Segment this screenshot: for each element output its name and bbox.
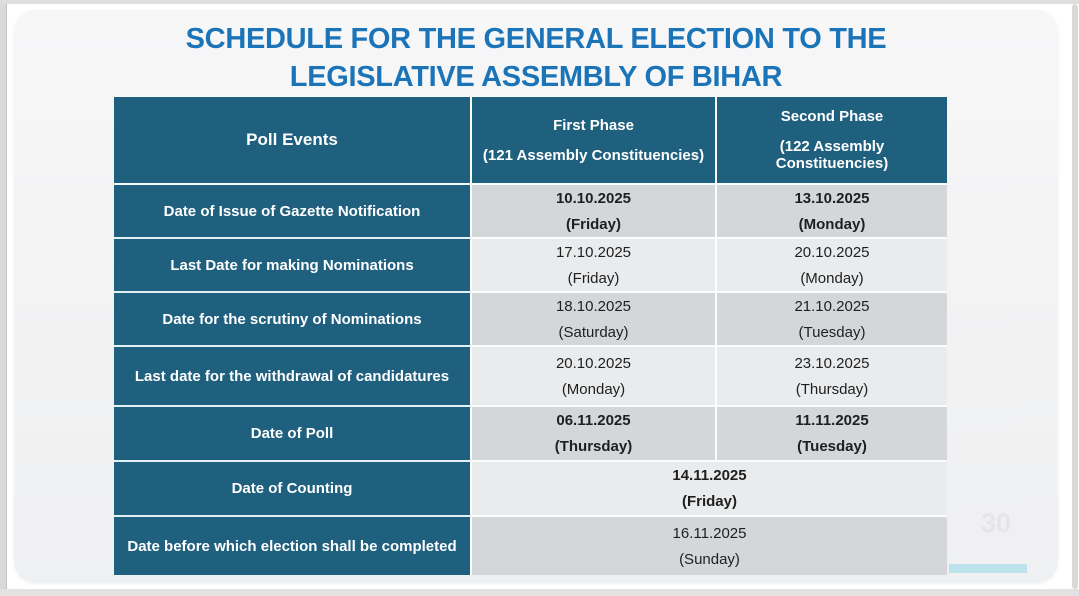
day-value: (Saturday) xyxy=(558,323,629,341)
day-value: (Monday) xyxy=(800,269,864,287)
date-value: 11.11.2025 xyxy=(795,412,869,429)
header-first-phase-title: First Phase xyxy=(553,116,634,134)
election-schedule-table: Poll Events First Phase (121 Assembly Co… xyxy=(114,97,947,575)
row-event-label: Date of Issue of Gazette Notification xyxy=(114,185,472,239)
row-combined-date: 16.11.2025 (Sunday) xyxy=(472,517,947,575)
day-value: (Friday) xyxy=(681,493,737,510)
header-second-phase: Second Phase (122 Assembly Constituencie… xyxy=(717,97,947,185)
day-value: (Thursday) xyxy=(554,438,633,455)
day-value: (Monday) xyxy=(798,215,866,233)
date-value: 13.10.2025 xyxy=(794,189,870,207)
day-value: (Friday) xyxy=(567,269,620,287)
vertical-scrollbar[interactable] xyxy=(1072,4,1078,589)
date-value: 21.10.2025 xyxy=(794,297,870,315)
row-event-label: Last Date for making Nominations xyxy=(114,239,472,293)
row-phase2-date: 13.10.2025 (Monday) xyxy=(717,185,947,239)
date-value: 14.11.2025 xyxy=(672,467,747,484)
date-value: 17.10.2025 xyxy=(555,243,632,261)
presentation-slide: SCHEDULE FOR THE GENERAL ELECTION TO THE… xyxy=(14,10,1058,583)
row-phase2-date: 11.11.2025 (Tuesday) xyxy=(717,407,947,462)
row-phase2-date: 23.10.2025 (Thursday) xyxy=(717,347,947,407)
date-value: 16.11.2025 xyxy=(672,524,747,542)
row-phase2-date: 20.10.2025 (Monday) xyxy=(717,239,947,293)
slide-title-line2: LEGISLATIVE ASSEMBLY OF BIHAR xyxy=(289,61,783,93)
row-phase1-date: 06.11.2025 (Thursday) xyxy=(472,407,717,462)
header-poll-events: Poll Events xyxy=(114,97,472,185)
date-value: 18.10.2025 xyxy=(555,297,632,315)
window-bottom-edge xyxy=(0,589,1079,596)
slide-page-number: 30 xyxy=(980,508,1012,538)
window-left-edge xyxy=(0,0,7,596)
row-event-label: Date for the scrutiny of Nominations xyxy=(114,293,472,347)
slide-title: SCHEDULE FOR THE GENERAL ELECTION TO THE… xyxy=(14,20,1058,96)
row-event-label: Date before which election shall be comp… xyxy=(114,517,472,575)
row-phase2-date: 21.10.2025 (Tuesday) xyxy=(717,293,947,347)
day-value: (Monday) xyxy=(561,380,626,398)
cyan-accent-bar xyxy=(949,564,1027,573)
row-combined-date: 14.11.2025 (Friday) xyxy=(472,462,947,517)
date-value: 20.10.2025 xyxy=(794,243,870,261)
row-phase1-date: 10.10.2025 (Friday) xyxy=(472,185,717,239)
date-value: 06.11.2025 xyxy=(556,412,631,429)
row-event-label: Date of Poll xyxy=(114,407,472,462)
date-value: 20.10.2025 xyxy=(555,354,632,372)
day-value: (Tuesday) xyxy=(797,438,867,455)
header-first-phase: First Phase (121 Assembly Constituencies… xyxy=(472,97,717,185)
header-poll-events-label: Poll Events xyxy=(246,130,338,149)
day-value: (Friday) xyxy=(565,215,621,233)
row-event-label: Last date for the withdrawal of candidat… xyxy=(114,347,472,407)
row-event-label: Date of Counting xyxy=(114,462,472,517)
day-value: (Sunday) xyxy=(679,550,740,568)
slide-title-line1: SCHEDULE FOR THE GENERAL ELECTION TO THE xyxy=(185,23,887,55)
day-value: (Thursday) xyxy=(795,380,869,398)
row-phase1-date: 20.10.2025 (Monday) xyxy=(472,347,717,407)
window-top-edge xyxy=(0,0,1079,4)
date-value: 23.10.2025 xyxy=(794,354,870,372)
row-phase1-date: 17.10.2025 (Friday) xyxy=(472,239,717,293)
day-value: (Tuesday) xyxy=(798,323,866,341)
header-first-phase-subtitle: (121 Assembly Constituencies) xyxy=(482,146,705,164)
date-value: 10.10.2025 xyxy=(555,189,632,207)
header-second-phase-title: Second Phase xyxy=(780,108,884,125)
header-second-phase-subtitle: (122 Assembly Constituencies) xyxy=(775,138,889,172)
row-phase1-date: 18.10.2025 (Saturday) xyxy=(472,293,717,347)
